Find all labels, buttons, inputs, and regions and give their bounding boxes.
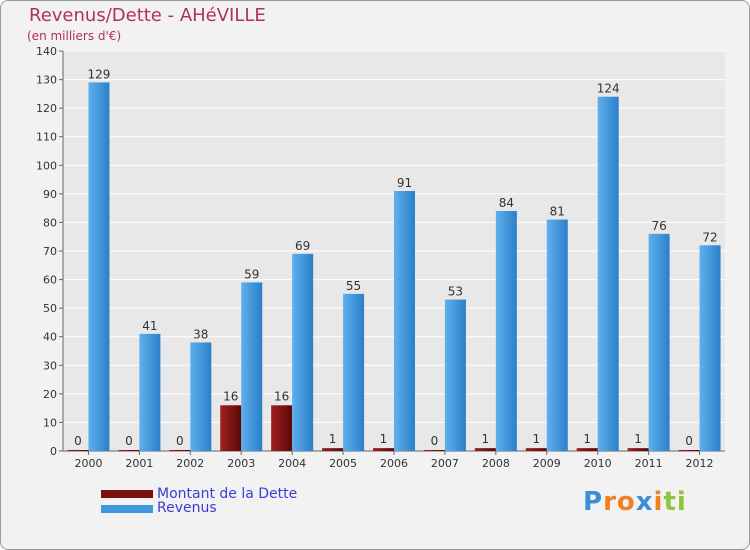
data-label-revenus: 41 bbox=[142, 319, 157, 333]
y-tick-label: 120 bbox=[36, 102, 57, 115]
bar-revenus bbox=[241, 282, 263, 451]
legend-swatch-revenus bbox=[101, 505, 153, 513]
y-tick-label: 30 bbox=[43, 359, 57, 372]
data-label-revenus: 84 bbox=[499, 196, 514, 210]
data-label-dette: 0 bbox=[431, 434, 439, 448]
x-tick-label: 2009 bbox=[533, 457, 561, 470]
y-tick-label: 40 bbox=[43, 331, 57, 344]
x-tick-label: 2002 bbox=[176, 457, 204, 470]
logo-letter: r bbox=[603, 487, 617, 517]
data-label-dette: 1 bbox=[583, 432, 591, 446]
bar-revenus bbox=[495, 211, 517, 451]
logo-letter: P bbox=[583, 487, 604, 517]
bar-dette bbox=[118, 450, 140, 451]
data-label-dette: 1 bbox=[482, 432, 490, 446]
x-tick-label: 2008 bbox=[482, 457, 510, 470]
data-label-revenus: 53 bbox=[448, 285, 463, 299]
bar-revenus bbox=[139, 333, 161, 451]
y-tick-label: 130 bbox=[36, 74, 57, 87]
data-label-dette: 1 bbox=[634, 432, 642, 446]
y-tick-label: 60 bbox=[43, 274, 57, 287]
x-tick-label: 2011 bbox=[635, 457, 663, 470]
bar-revenus bbox=[444, 299, 466, 451]
logo-letter: x bbox=[635, 487, 654, 517]
bar-revenus bbox=[597, 96, 619, 451]
x-tick-label: 2000 bbox=[74, 457, 102, 470]
data-label-revenus: 91 bbox=[397, 176, 412, 190]
y-tick-label: 50 bbox=[43, 302, 57, 315]
data-label-dette: 0 bbox=[74, 434, 82, 448]
y-tick-label: 90 bbox=[43, 188, 57, 201]
data-label-dette: 1 bbox=[380, 432, 388, 446]
y-tick-label: 0 bbox=[50, 445, 57, 458]
bar-revenus bbox=[292, 253, 314, 451]
bar-revenus bbox=[394, 191, 415, 451]
data-label-revenus: 38 bbox=[193, 327, 208, 341]
data-label-revenus: 76 bbox=[651, 219, 666, 233]
y-tick-label: 80 bbox=[43, 216, 57, 229]
x-tick-label: 2004 bbox=[278, 457, 306, 470]
bar-revenus bbox=[343, 293, 365, 451]
bar-dette bbox=[525, 448, 547, 451]
bar-dette bbox=[627, 448, 649, 451]
bar-dette bbox=[322, 448, 344, 451]
y-tick-label: 100 bbox=[36, 159, 57, 172]
logo-letter: o bbox=[616, 487, 636, 517]
bar-dette bbox=[169, 450, 191, 451]
bar-revenus bbox=[699, 245, 721, 451]
data-label-revenus: 124 bbox=[597, 82, 620, 96]
data-label-revenus: 55 bbox=[346, 279, 361, 293]
y-tick-label: 70 bbox=[43, 245, 57, 258]
x-tick-label: 2005 bbox=[329, 457, 357, 470]
x-tick-label: 2006 bbox=[380, 457, 408, 470]
x-tick-label: 2001 bbox=[125, 457, 153, 470]
data-label-revenus: 129 bbox=[88, 67, 111, 81]
data-label-revenus: 81 bbox=[550, 205, 565, 219]
data-label-dette: 16 bbox=[274, 389, 289, 403]
bar-dette bbox=[423, 450, 445, 451]
data-label-dette: 0 bbox=[685, 434, 693, 448]
y-tick-label: 140 bbox=[36, 45, 57, 58]
x-tick-label: 2012 bbox=[686, 457, 714, 470]
legend-label-revenus: Revenus bbox=[157, 500, 217, 516]
data-label-dette: 1 bbox=[329, 432, 337, 446]
bar-dette bbox=[474, 448, 496, 451]
bar-revenus bbox=[546, 219, 568, 451]
y-tick-label: 110 bbox=[36, 131, 57, 144]
bar-dette bbox=[576, 448, 598, 451]
bar-dette bbox=[220, 405, 242, 451]
bar-dette bbox=[67, 450, 89, 451]
bar-dette bbox=[271, 405, 293, 451]
bar-revenus bbox=[88, 82, 110, 451]
chart-subtitle: (en milliers d'€) bbox=[27, 29, 122, 43]
legend-label-dette: Montant de la Dette bbox=[157, 486, 298, 502]
y-tick-label: 20 bbox=[43, 388, 57, 401]
x-tick-label: 2003 bbox=[227, 457, 255, 470]
data-label-dette: 1 bbox=[532, 432, 540, 446]
legend-swatch-dette bbox=[101, 490, 153, 498]
data-label-dette: 0 bbox=[176, 434, 184, 448]
x-tick-label: 2010 bbox=[584, 457, 612, 470]
data-label-dette: 16 bbox=[223, 389, 238, 403]
bar-dette bbox=[373, 448, 394, 451]
logo-letter: i bbox=[676, 487, 687, 517]
chart-title: Revenus/Dette - AHéVILLE bbox=[29, 5, 266, 26]
data-label-revenus: 59 bbox=[244, 267, 259, 281]
data-label-revenus: 72 bbox=[702, 230, 717, 244]
bar-dette bbox=[678, 450, 700, 451]
proxiti-logo: Proxiti bbox=[583, 487, 687, 517]
data-label-revenus: 69 bbox=[295, 239, 310, 253]
x-tick-label: 2007 bbox=[431, 457, 459, 470]
bar-revenus bbox=[648, 233, 670, 451]
data-label-dette: 0 bbox=[125, 434, 133, 448]
y-tick-label: 10 bbox=[43, 416, 57, 429]
logo-letter: t bbox=[663, 487, 677, 517]
bar-revenus bbox=[190, 342, 212, 451]
logo-letter: i bbox=[653, 487, 664, 517]
